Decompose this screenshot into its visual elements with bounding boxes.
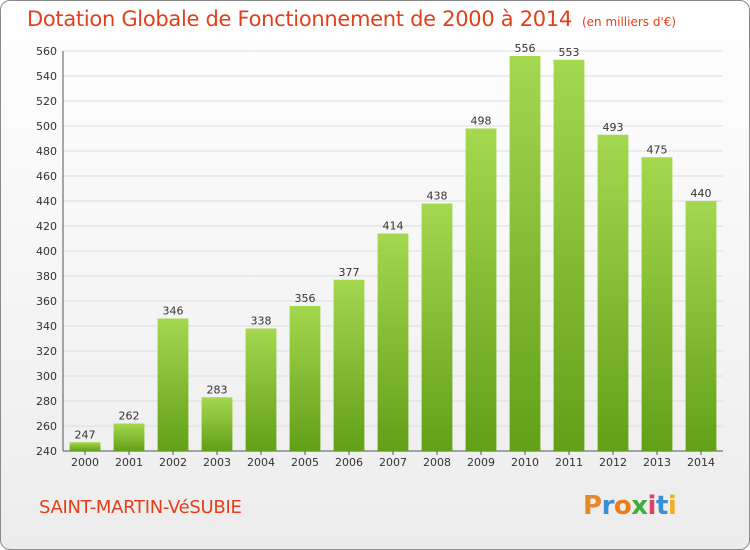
x-tick-label: 2004 [247, 456, 275, 469]
x-tick-label: 2005 [291, 456, 319, 469]
data-label: 498 [471, 115, 492, 128]
x-tick-label: 2002 [159, 456, 187, 469]
chart-title: Dotation Globale de Fonctionnement de 20… [27, 7, 676, 31]
y-tick-label: 360 [36, 295, 57, 308]
bar [157, 318, 189, 451]
x-tick-label: 2001 [115, 456, 143, 469]
data-label: 247 [75, 428, 96, 441]
data-label: 283 [207, 383, 228, 396]
logo-letter: x [631, 491, 648, 521]
y-tick-label: 480 [36, 145, 57, 158]
bar [113, 423, 145, 451]
bar [201, 397, 233, 451]
data-label: 556 [515, 42, 536, 55]
commune-name: SAINT-MARTIN-VéSUBIE [39, 497, 242, 518]
data-label: 440 [691, 187, 712, 200]
y-tick-label: 560 [36, 45, 57, 58]
data-label: 414 [383, 220, 404, 233]
bar [245, 328, 277, 451]
bar [685, 201, 717, 451]
logo-letter: o [613, 491, 632, 521]
data-label: 438 [427, 190, 448, 203]
y-tick-label: 440 [36, 195, 57, 208]
y-tick-label: 380 [36, 270, 57, 283]
bar [333, 279, 365, 451]
x-tick-label: 2013 [643, 456, 671, 469]
bar [509, 56, 541, 451]
logo-letter: P [583, 491, 602, 521]
chart-title-main: Dotation Globale de Fonctionnement de 20… [27, 7, 572, 31]
bar [421, 203, 453, 451]
y-tick-label: 240 [36, 445, 57, 458]
data-label: 262 [119, 410, 140, 423]
y-tick-label: 340 [36, 320, 57, 333]
data-label: 493 [603, 121, 624, 134]
y-tick-label: 280 [36, 395, 57, 408]
data-label: 338 [251, 315, 272, 328]
logo-letter: i [667, 491, 677, 521]
x-tick-label: 2006 [335, 456, 363, 469]
y-tick-label: 420 [36, 220, 57, 233]
data-label: 356 [295, 292, 316, 305]
y-tick-label: 540 [36, 70, 57, 83]
data-label: 377 [339, 266, 360, 279]
chart-unit: (en milliers d'€) [581, 15, 677, 29]
x-tick-label: 2014 [687, 456, 715, 469]
y-tick-label: 460 [36, 170, 57, 183]
bar [553, 59, 585, 451]
data-label: 475 [647, 143, 668, 156]
x-tick-label: 2000 [71, 456, 99, 469]
bar [597, 134, 629, 451]
x-tick-label: 2010 [511, 456, 539, 469]
bar [377, 233, 409, 451]
data-label: 553 [559, 46, 580, 59]
y-tick-label: 320 [36, 345, 57, 358]
y-tick-label: 260 [36, 420, 57, 433]
y-tick-label: 400 [36, 245, 57, 258]
logo-letter: i [647, 491, 657, 521]
x-tick-label: 2012 [599, 456, 627, 469]
data-label: 346 [163, 305, 184, 318]
bar [465, 128, 497, 451]
bar [69, 442, 101, 451]
x-tick-label: 2011 [555, 456, 583, 469]
y-tick-label: 300 [36, 370, 57, 383]
bar [289, 306, 321, 451]
logo-letter: t [655, 491, 668, 521]
logo-letter: r [601, 491, 615, 521]
y-tick-label: 520 [36, 95, 57, 108]
proxiti-logo: Proxiti [583, 491, 677, 521]
x-tick-label: 2003 [203, 456, 231, 469]
x-tick-label: 2007 [379, 456, 407, 469]
x-tick-label: 2009 [467, 456, 495, 469]
y-tick-label: 500 [36, 120, 57, 133]
bar [641, 157, 673, 451]
x-tick-label: 2008 [423, 456, 451, 469]
